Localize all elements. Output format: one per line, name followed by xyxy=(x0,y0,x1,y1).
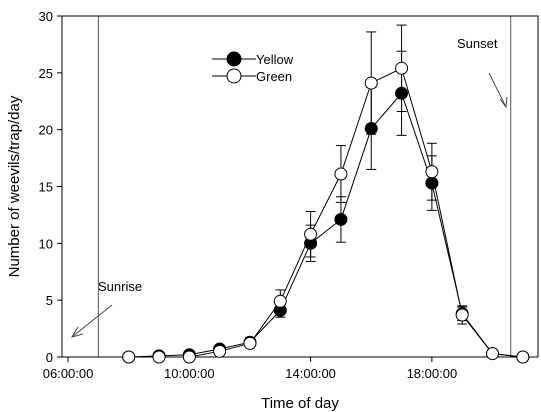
legend-marker-green xyxy=(226,68,242,84)
sunset-arrowhead-icon xyxy=(499,96,508,109)
series-layer xyxy=(122,24,530,364)
data-point xyxy=(122,350,136,364)
data-point xyxy=(395,61,409,75)
y-tick-label: 20 xyxy=(39,123,53,138)
data-point xyxy=(152,350,166,364)
x-tick-label: 18:00:00 xyxy=(407,366,458,381)
sunrise-label: Sunrise xyxy=(98,279,142,294)
reference-line-layer xyxy=(97,16,512,357)
y-tick-label: 5 xyxy=(46,293,53,308)
sunrise-arrow-icon xyxy=(71,304,113,338)
y-tick-label: 10 xyxy=(39,236,53,251)
sunset-label: Sunset xyxy=(457,36,498,51)
data-point xyxy=(425,165,439,179)
y-tick-label: 25 xyxy=(39,66,53,81)
data-point xyxy=(334,167,348,181)
data-point xyxy=(304,227,318,241)
legend-label-green: Green xyxy=(256,69,292,84)
sunrise-arrowhead-icon xyxy=(70,326,84,338)
series-green xyxy=(122,24,530,364)
data-point xyxy=(516,350,530,364)
y-tick-label: 0 xyxy=(46,350,53,365)
tick-layer: 0 5 10 15 20 25 30 06:00:00 10:00:00 14:00:00 18:0… xyxy=(39,9,458,381)
legend-marker-yellow xyxy=(226,51,242,67)
sunset-arrow-icon xyxy=(488,72,507,108)
data-point xyxy=(213,344,227,358)
annotation-layer: Sunrise Sunset xyxy=(70,36,508,338)
data-point xyxy=(364,76,378,90)
y-axis-title: Number of weevils/trap/day xyxy=(6,95,23,277)
x-axis-title: Time of day xyxy=(261,395,339,412)
y-tick-label: 15 xyxy=(39,180,53,195)
data-point xyxy=(486,347,500,361)
data-point xyxy=(182,350,196,364)
data-point xyxy=(243,336,257,350)
x-tick-label: 14:00:00 xyxy=(285,366,336,381)
x-tick-label: 06:00:00 xyxy=(43,366,94,381)
data-point xyxy=(334,212,348,226)
legend: Yellow Green xyxy=(212,51,294,84)
x-tick-label: 10:00:00 xyxy=(164,366,215,381)
data-point xyxy=(273,294,287,308)
data-point xyxy=(455,308,469,322)
y-tick-label: 30 xyxy=(39,9,53,24)
legend-label-yellow: Yellow xyxy=(256,52,294,67)
